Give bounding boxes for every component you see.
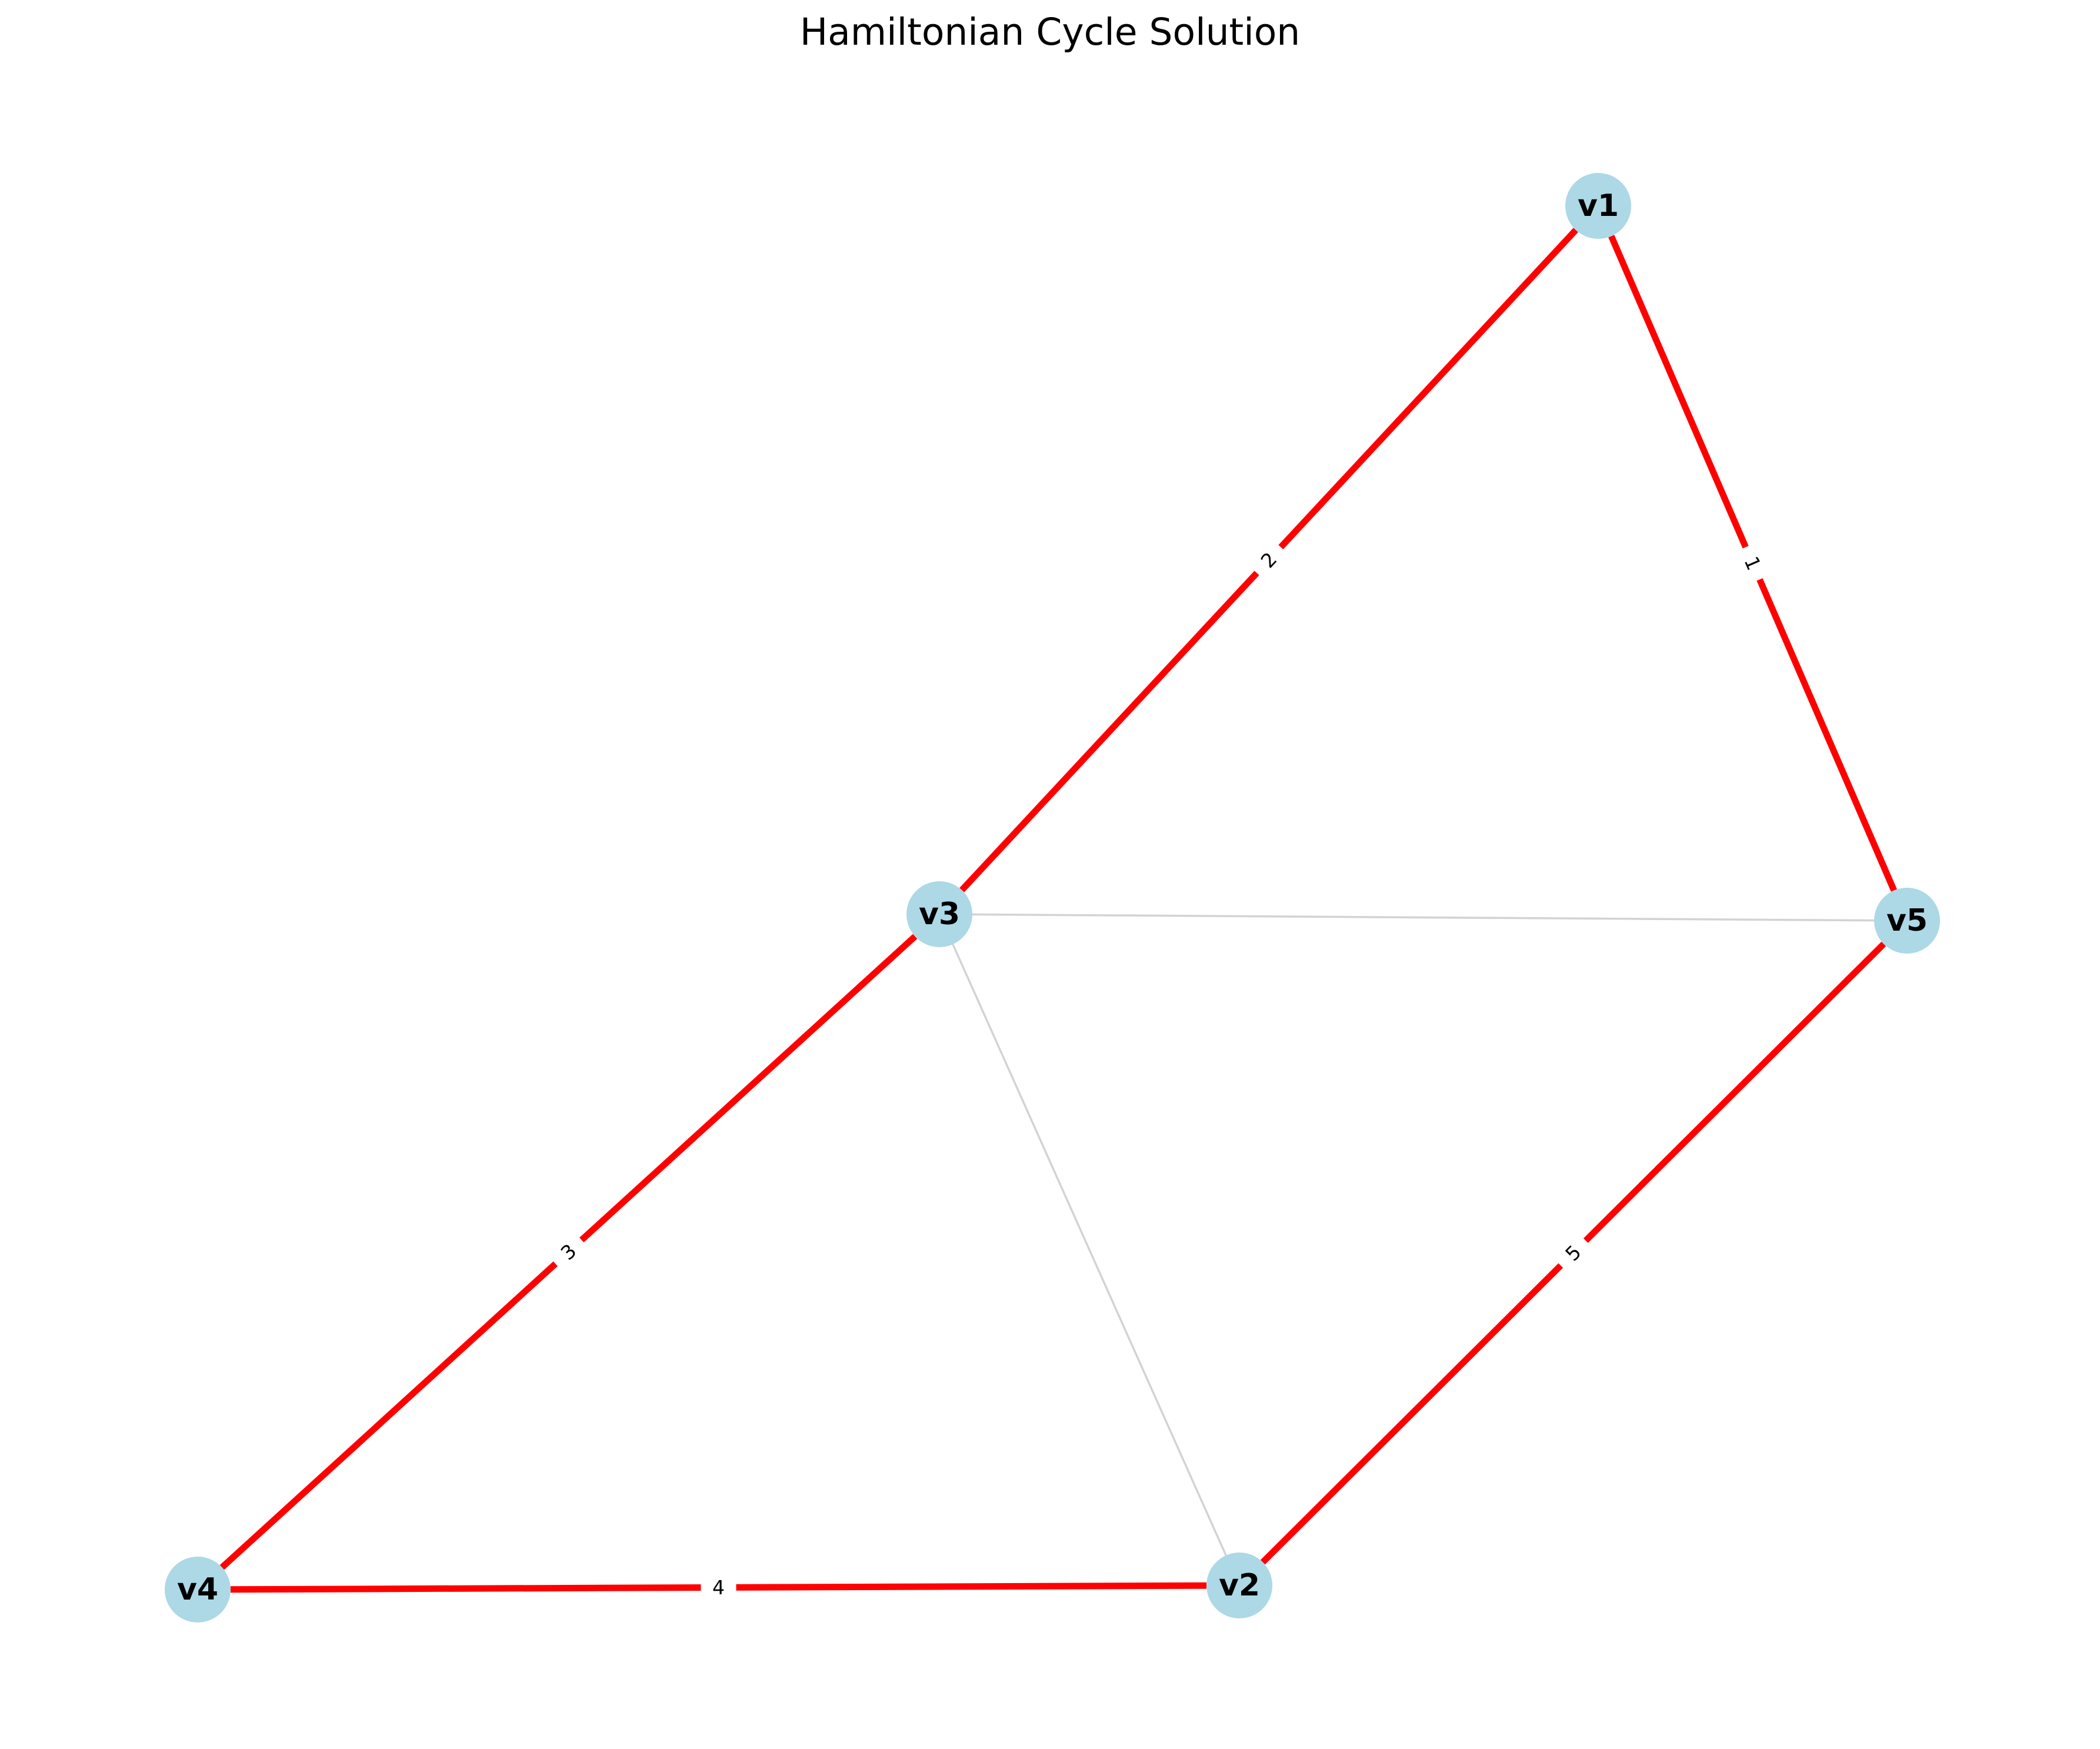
node-label: v4 — [177, 1572, 218, 1607]
node-label: v3 — [919, 897, 960, 932]
nodes-layer: v1 v2 v3 v4 v5 — [165, 173, 1940, 1623]
edge-label-background — [1732, 541, 1773, 585]
edges-layer — [219, 228, 1897, 1593]
edge-label-group-v1-v5: 1 — [1732, 541, 1773, 585]
edge-label-group-v3-v4: 3 — [546, 1230, 591, 1274]
node-label: v5 — [1886, 903, 1928, 938]
edge-label-background — [1551, 1230, 1596, 1276]
edge-label-background — [701, 1573, 736, 1602]
node-circle — [1206, 1553, 1272, 1618]
node-label: v2 — [1219, 1568, 1260, 1603]
node-v5: v5 — [1874, 888, 1940, 954]
edge-v3-v5 — [972, 913, 1875, 922]
node-v2: v2 — [1206, 1553, 1272, 1618]
edge-label-background — [1246, 537, 1292, 583]
node-circle — [165, 1557, 231, 1623]
node-circle — [1565, 173, 1631, 239]
node-label: v1 — [1578, 188, 1619, 224]
edge-label: 4 — [712, 1576, 725, 1599]
edge-labels-layer: 1 2 3 4 5 — [546, 537, 1773, 1602]
edge-label-group-v2-v5: 5 — [1551, 1230, 1596, 1276]
node-circle — [906, 881, 972, 947]
edge-label-group-v1-v3: 2 — [1246, 537, 1292, 583]
edge-label-background — [546, 1230, 591, 1274]
node-v4: v4 — [165, 1557, 231, 1623]
edge-v3-v2 — [952, 944, 1227, 1556]
edge-label-group-v4-v2: 4 — [701, 1573, 736, 1602]
figure-title: Hamiltonian Cycle Solution — [800, 11, 1300, 54]
node-circle — [1874, 888, 1940, 954]
node-v3: v3 — [906, 881, 972, 947]
node-v1: v1 — [1565, 173, 1631, 239]
